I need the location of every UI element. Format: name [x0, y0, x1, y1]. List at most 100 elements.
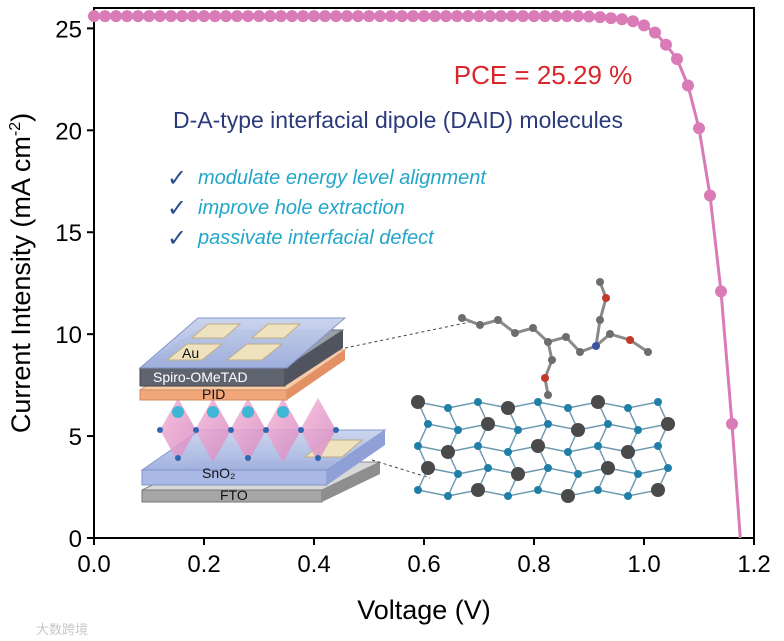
y-tick-label: 0 — [69, 526, 82, 553]
data-point — [319, 10, 331, 23]
lattice-bond — [457, 467, 489, 475]
lattice-bond — [597, 489, 629, 497]
layer-fto-label: FTO — [220, 487, 248, 503]
lattice-atom — [624, 404, 632, 412]
perovskite-crystals — [157, 398, 339, 462]
layer-pid-label: PID — [202, 386, 225, 402]
data-point — [143, 10, 155, 23]
data-point — [286, 10, 298, 23]
lattice-atom — [561, 489, 575, 503]
x-tick-label: 1.2 — [737, 551, 770, 578]
data-point — [396, 10, 408, 23]
lattice-atom — [634, 426, 642, 434]
data-point — [132, 10, 144, 23]
data-point — [110, 10, 122, 23]
lattice-bond — [537, 401, 569, 409]
lattice-bond — [657, 445, 669, 469]
data-point — [297, 10, 309, 23]
device-stack-illustration: FTO SnO₂ — [138, 317, 387, 503]
lattice-atom — [594, 442, 602, 450]
data-point — [627, 15, 639, 28]
daid-molecule-illustration — [461, 281, 649, 396]
x-tick-label: 0.2 — [187, 551, 220, 578]
data-point — [572, 10, 584, 23]
lattice-atom — [504, 492, 512, 500]
lattice-atom — [414, 442, 422, 450]
data-point — [616, 13, 628, 26]
data-point — [187, 10, 199, 23]
lattice-atom — [531, 439, 545, 453]
layer-spiro-label: Spiro-OMeTAD — [153, 369, 248, 385]
pce-annotation: PCE = 25.29 % — [454, 60, 633, 90]
benefit-list: ✓ modulate energy level alignment ✓ impr… — [167, 164, 487, 252]
data-point — [231, 10, 243, 23]
lattice-atom — [534, 486, 542, 494]
data-point — [121, 10, 133, 23]
data-point — [374, 10, 386, 23]
data-point — [209, 10, 221, 23]
lattice-bond — [447, 407, 459, 431]
lattice-atom — [454, 426, 462, 434]
data-point — [308, 10, 320, 23]
lattice-bond — [477, 445, 489, 469]
data-point — [473, 10, 485, 23]
lattice-atom — [571, 423, 585, 437]
jv-curve-markers — [88, 10, 738, 430]
benefit-item: improve hole extraction — [198, 197, 405, 219]
y-tick-label: 5 — [69, 424, 82, 451]
y-tick-label: 20 — [55, 118, 82, 145]
lattice-atom — [591, 395, 605, 409]
lattice-atom — [474, 398, 482, 406]
lattice-atom — [471, 483, 485, 497]
lattice-bond — [627, 401, 659, 409]
data-point — [715, 285, 727, 298]
lattice-bond — [607, 423, 639, 431]
data-point — [407, 10, 419, 23]
daid-headline: D-A-type interfacial dipole (DAID) molec… — [173, 107, 623, 133]
watermark: 大数跨境 — [36, 623, 88, 638]
lattice-bond — [537, 467, 549, 491]
data-point — [275, 10, 287, 23]
lattice-atom — [664, 464, 672, 472]
data-point — [550, 10, 562, 23]
data-point — [682, 79, 694, 92]
x-tick-label: 0.6 — [407, 551, 440, 578]
connector-line — [344, 321, 471, 349]
data-point — [451, 10, 463, 23]
data-point — [385, 10, 397, 23]
data-point — [495, 10, 507, 23]
benefit-item: modulate energy level alignment — [198, 167, 487, 189]
lattice-atom — [594, 486, 602, 494]
lattice-atom — [444, 492, 452, 500]
lattice-bond — [567, 445, 599, 453]
lattice-bond — [507, 489, 539, 497]
lattice-atom — [411, 395, 425, 409]
data-point — [242, 10, 254, 23]
lattice-bond — [597, 423, 609, 447]
x-tick-label: 0.4 — [297, 551, 330, 578]
y-axis-label: Current Intensity (mA cm-2) — [6, 113, 36, 433]
lattice-atom — [424, 420, 432, 428]
lattice-bond — [517, 423, 549, 431]
lattice-atom — [481, 417, 495, 431]
lattice-atom — [534, 398, 542, 406]
data-point — [561, 10, 573, 23]
data-point — [583, 10, 595, 23]
data-point — [264, 10, 276, 23]
lattice-atom — [634, 470, 642, 478]
data-point — [506, 10, 518, 23]
lattice-atom — [474, 442, 482, 450]
lattice-atom — [601, 461, 615, 475]
lattice-atom — [544, 464, 552, 472]
molecule-atoms — [458, 278, 652, 399]
data-point — [429, 10, 441, 23]
data-point — [253, 10, 265, 23]
lattice-atom — [654, 442, 662, 450]
sno2-lattice-illustration — [411, 395, 675, 503]
lattice-atom — [651, 483, 665, 497]
lattice-atom — [444, 404, 452, 412]
data-point — [693, 122, 705, 135]
layer-au-label: Au — [182, 345, 199, 361]
data-point — [99, 10, 111, 23]
